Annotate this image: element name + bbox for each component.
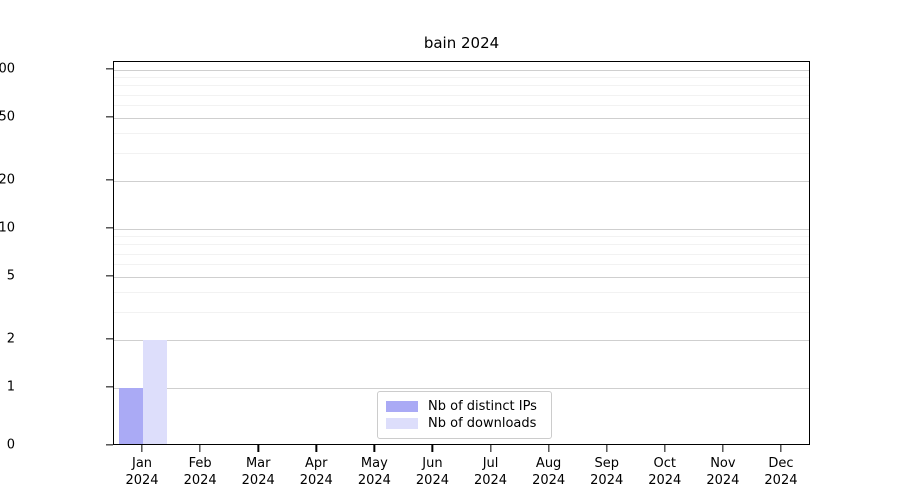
y-tick-label: 5 xyxy=(6,268,15,284)
gridline xyxy=(114,70,809,71)
y-tick-mark xyxy=(106,227,113,229)
gridline xyxy=(114,181,809,183)
x-tick-mark xyxy=(489,445,492,452)
x-tick-year: 2024 xyxy=(241,473,275,488)
x-tick-label: Dec 2024 xyxy=(741,455,821,489)
x-tick-month: Oct xyxy=(653,456,677,471)
x-tick-month: Dec xyxy=(768,456,794,471)
gridline xyxy=(114,236,809,238)
y-tick-mark xyxy=(106,444,113,446)
y-tick-mark xyxy=(106,68,113,70)
legend-item: Nb of distinct IPs xyxy=(386,398,543,415)
y-tick-mark xyxy=(106,116,113,118)
x-tick-mark xyxy=(257,445,259,452)
x-tick-mark xyxy=(315,445,317,452)
x-tick-label: Sep 2024 xyxy=(567,455,647,489)
gridline xyxy=(114,253,809,255)
x-tick-month: Feb xyxy=(188,456,212,471)
gridline xyxy=(114,85,809,87)
x-tick-label: Aug 2024 xyxy=(509,455,589,489)
y-tick-label: 20 xyxy=(0,172,15,188)
gridline xyxy=(114,77,809,79)
x-tick-label: Apr 2024 xyxy=(276,455,356,489)
y-tick-mark xyxy=(106,338,113,340)
x-tick-year: 2024 xyxy=(648,473,682,488)
gridline xyxy=(114,94,809,96)
x-tick-label: Mar 2024 xyxy=(218,455,298,489)
x-tick-year: 2024 xyxy=(125,473,159,488)
gridline xyxy=(114,117,809,119)
y-tick-label: 50 xyxy=(0,109,15,125)
legend-label: Nb of downloads xyxy=(428,415,537,431)
bars-container xyxy=(114,62,809,444)
x-tick-mark xyxy=(606,445,608,452)
y-axis: 0 1 2 5 10 20 50 100 xyxy=(0,0,113,500)
gridline xyxy=(114,312,809,314)
x-tick-mark xyxy=(141,445,143,452)
x-tick-label: Jun 2024 xyxy=(392,455,472,489)
y-tick-label: 100 xyxy=(0,61,15,77)
x-tick-mark xyxy=(199,445,201,452)
legend-label: Nb of distinct IPs xyxy=(428,398,537,414)
x-tick-year: 2024 xyxy=(706,473,740,488)
x-tick-mark xyxy=(431,445,434,452)
x-tick-mark xyxy=(780,445,782,452)
x-tick-mark xyxy=(722,445,724,452)
x-tick-month: Jan xyxy=(132,456,153,471)
x-tick-year: 2024 xyxy=(357,473,391,488)
x-tick-label: Oct 2024 xyxy=(625,455,705,489)
x-tick-label: Jan 2024 xyxy=(102,455,182,489)
gridline xyxy=(114,105,809,107)
legend-swatch-icon xyxy=(386,418,418,429)
x-tick-month: Jul xyxy=(482,456,499,471)
x-tick-year: 2024 xyxy=(415,473,449,488)
x-tick-label: Jul 2024 xyxy=(451,455,531,489)
y-tick-mark xyxy=(106,386,113,388)
chart-title: bain 2024 xyxy=(423,34,500,52)
gridline xyxy=(114,153,809,155)
x-tick-label: Nov 2024 xyxy=(683,455,763,489)
x-tick-mark xyxy=(373,445,376,452)
x-tick-month: Sep xyxy=(594,456,619,471)
gridline xyxy=(114,264,809,266)
x-tick-month: Nov xyxy=(710,456,736,471)
x-tick-month: Mar xyxy=(245,456,271,471)
y-tick-label: 0 xyxy=(6,437,15,453)
y-tick-label: 1 xyxy=(6,379,15,395)
x-tick-label: Feb 2024 xyxy=(160,455,240,489)
y-tick-mark xyxy=(106,179,113,181)
x-tick-mark xyxy=(547,445,550,452)
gridline xyxy=(114,388,809,389)
x-tick-month: May xyxy=(360,456,388,471)
x-tick-year: 2024 xyxy=(590,473,624,488)
gridline xyxy=(114,292,809,294)
gridline xyxy=(114,276,809,278)
bar xyxy=(119,388,144,444)
x-tick-year: 2024 xyxy=(764,473,798,488)
bar xyxy=(143,340,168,444)
x-tick-year: 2024 xyxy=(183,473,217,488)
y-tick-label: 10 xyxy=(0,220,15,236)
x-tick-month: Aug xyxy=(535,456,562,471)
x-tick-year: 2024 xyxy=(473,473,508,488)
chart-legend: Nb of distinct IPs Nb of downloads xyxy=(377,391,552,439)
legend-swatch-icon xyxy=(386,401,418,412)
y-tick-mark xyxy=(106,275,113,277)
legend-item: Nb of downloads xyxy=(386,415,543,432)
plot-area xyxy=(113,61,810,445)
gridline xyxy=(114,133,809,135)
gridline xyxy=(114,340,809,342)
x-tick-year: 2024 xyxy=(299,473,333,488)
gridline xyxy=(114,229,809,230)
gridline xyxy=(114,244,809,246)
x-tick-label: May 2024 xyxy=(334,455,414,489)
x-tick-year: 2024 xyxy=(532,473,566,488)
x-tick-month: Apr xyxy=(305,456,328,471)
x-tick-mark xyxy=(664,445,666,452)
gridlines xyxy=(114,62,809,444)
y-tick-label: 2 xyxy=(6,331,15,347)
x-tick-month: Jun xyxy=(422,456,443,471)
